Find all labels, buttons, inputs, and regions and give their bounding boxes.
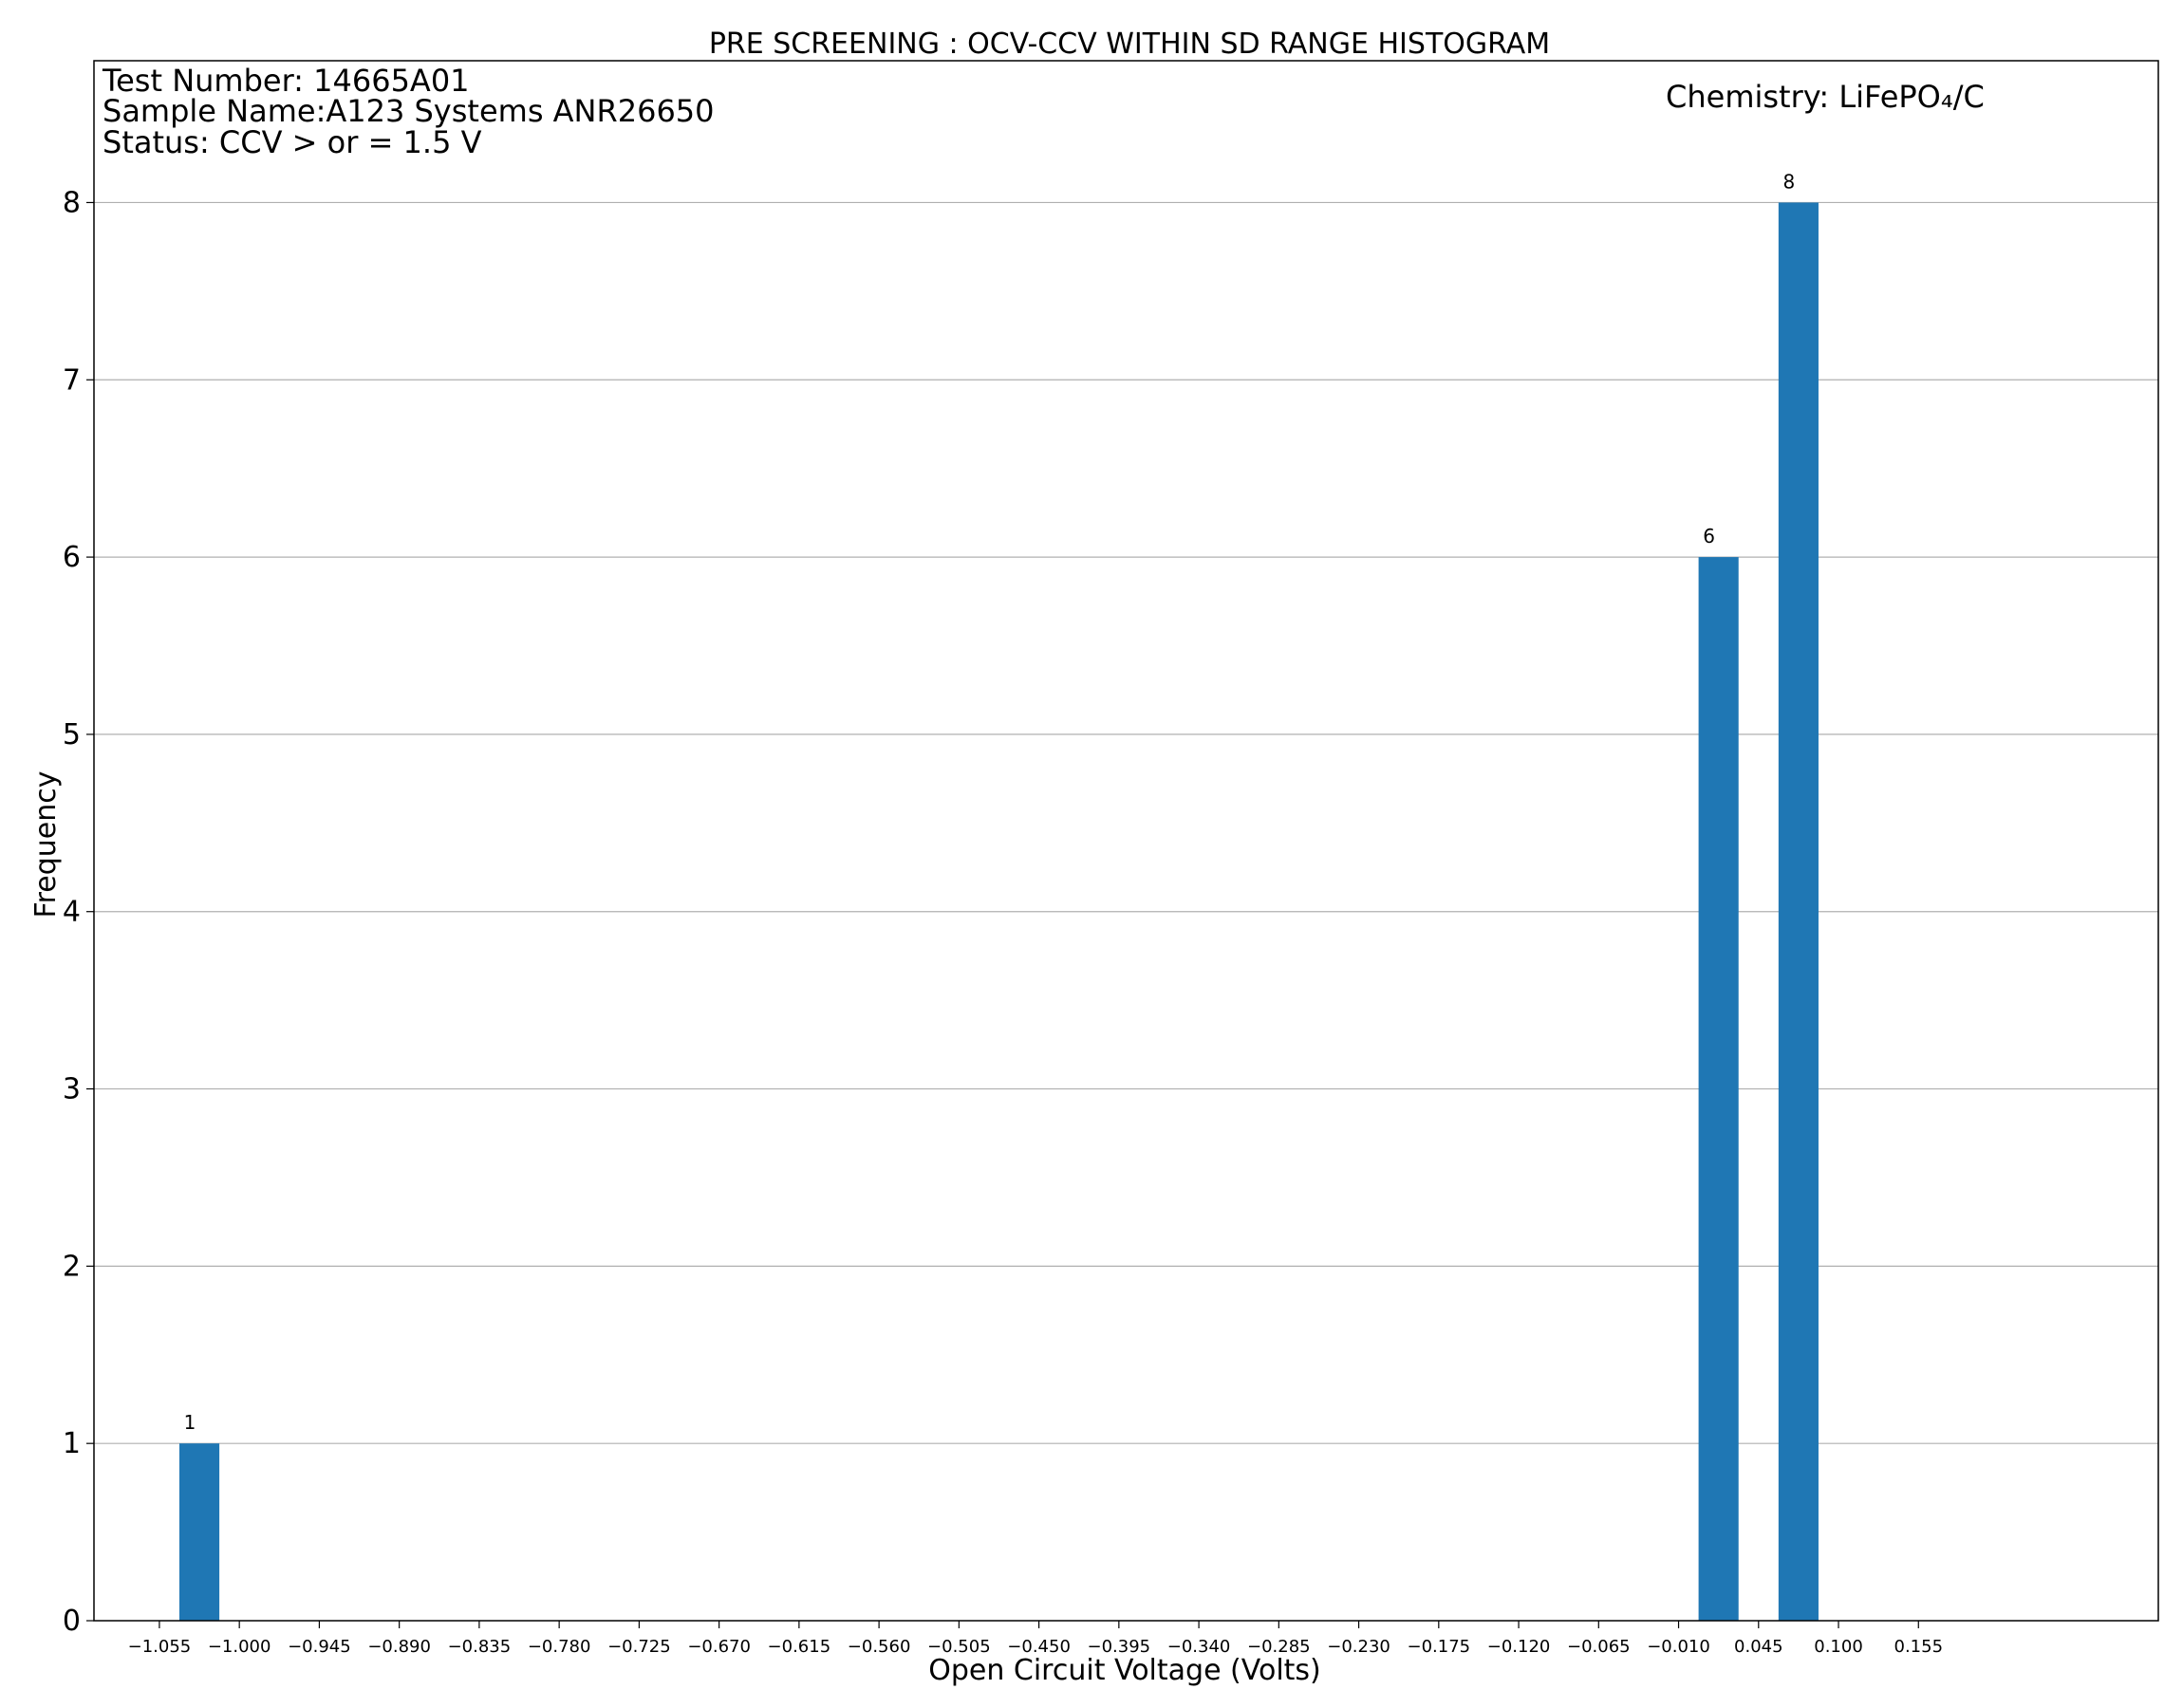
x-tick-label: −0.010 [1647, 1637, 1710, 1657]
x-tick-label: −1.000 [208, 1637, 271, 1657]
x-tick-label: −0.780 [528, 1637, 591, 1657]
x-tick-label: −1.055 [128, 1637, 192, 1657]
status-text: Status: CCV > or = 1.5 V [103, 124, 482, 160]
x-tick-label: 0.100 [1814, 1637, 1863, 1657]
x-tick-label: −0.285 [1247, 1637, 1311, 1657]
y-tick-label: 1 [63, 1427, 81, 1460]
x-tick-label: −0.615 [768, 1637, 831, 1657]
x-tick-label: −0.835 [448, 1637, 512, 1657]
y-tick-label: 6 [63, 541, 81, 574]
y-tick-label: 0 [63, 1605, 81, 1638]
x-tick-label: −0.065 [1567, 1637, 1631, 1657]
bar-count-label: 6 [1703, 525, 1715, 548]
test-number-text: Test Number: 14665A01 [102, 63, 470, 99]
bar-count-label: 8 [1783, 170, 1796, 193]
x-tick-label: −0.725 [607, 1637, 671, 1657]
histogram-bar [1698, 557, 1739, 1622]
x-tick-label: 0.155 [1894, 1637, 1944, 1657]
y-tick-label: 8 [63, 186, 81, 219]
chemistry-text: Chemistry: LiFePO₄/C [1666, 79, 1985, 115]
x-tick-label: −0.450 [1007, 1637, 1071, 1657]
x-tick-label: −0.890 [367, 1637, 431, 1657]
plot-area-frame [93, 60, 2159, 1622]
y-axis-label: Frequency [29, 771, 63, 919]
histogram-bar [1778, 202, 1819, 1621]
x-tick-label: −0.505 [927, 1637, 991, 1657]
bar-count-label: 1 [184, 1411, 196, 1434]
x-tick-label: −0.560 [848, 1637, 911, 1657]
y-tick-label: 5 [63, 718, 81, 752]
x-tick-label: −0.395 [1088, 1637, 1151, 1657]
x-tick-label: −0.945 [288, 1637, 351, 1657]
x-tick-label: −0.230 [1327, 1637, 1390, 1657]
y-tick-label: 4 [63, 896, 81, 929]
chart-title: PRE SCREENING : OCV-CCV WITHIN SD RANGE … [709, 28, 1550, 61]
histogram-bar [178, 1443, 220, 1621]
x-tick-label: −0.340 [1167, 1637, 1231, 1657]
y-tick-label: 3 [63, 1073, 81, 1106]
x-tick-label: −0.120 [1487, 1637, 1551, 1657]
x-tick-label: −0.670 [687, 1637, 751, 1657]
y-tick-label: 7 [63, 363, 81, 397]
x-tick-label: 0.045 [1734, 1637, 1783, 1657]
sample-name-text: Sample Name:A123 Systems ANR26650 [103, 93, 715, 129]
x-axis-label: Open Circuit Voltage (Volts) [928, 1654, 1321, 1687]
x-tick-label: −0.175 [1408, 1637, 1471, 1657]
y-tick-label: 2 [63, 1250, 81, 1283]
